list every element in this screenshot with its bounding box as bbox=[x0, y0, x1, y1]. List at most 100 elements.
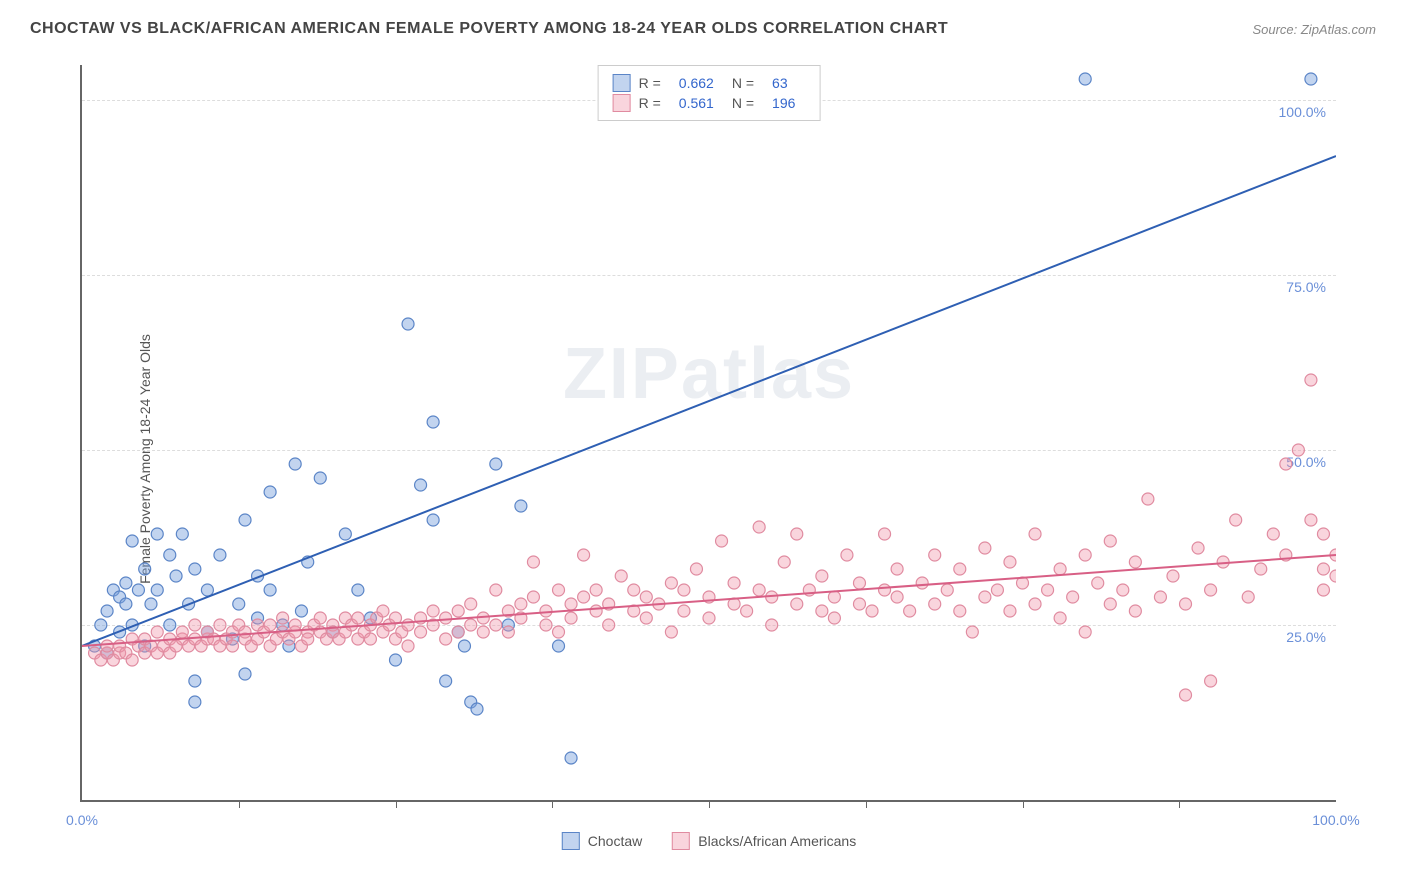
data-point bbox=[465, 598, 477, 610]
legend-item: Choctaw bbox=[562, 832, 642, 850]
data-point bbox=[1154, 591, 1166, 603]
data-point bbox=[1142, 493, 1154, 505]
data-point bbox=[377, 605, 389, 617]
data-point bbox=[132, 584, 144, 596]
data-point bbox=[791, 598, 803, 610]
data-point bbox=[289, 458, 301, 470]
data-point bbox=[891, 563, 903, 575]
data-point bbox=[778, 556, 790, 568]
data-point bbox=[1205, 675, 1217, 687]
data-point bbox=[1305, 73, 1317, 85]
data-point bbox=[277, 612, 289, 624]
data-point bbox=[1330, 570, 1336, 582]
x-tick bbox=[396, 800, 397, 808]
data-point bbox=[766, 619, 778, 631]
data-point bbox=[415, 626, 427, 638]
data-point bbox=[954, 605, 966, 617]
x-tick bbox=[1023, 800, 1024, 808]
data-point bbox=[527, 591, 539, 603]
data-point bbox=[1255, 563, 1267, 575]
data-point bbox=[590, 605, 602, 617]
data-point bbox=[879, 528, 891, 540]
data-point bbox=[1317, 563, 1329, 575]
data-point bbox=[904, 605, 916, 617]
legend-n-value: 196 bbox=[762, 95, 805, 111]
header: CHOCTAW VS BLACK/AFRICAN AMERICAN FEMALE… bbox=[30, 20, 1376, 38]
data-point bbox=[471, 703, 483, 715]
data-point bbox=[1104, 535, 1116, 547]
data-point bbox=[816, 570, 828, 582]
data-point bbox=[1054, 612, 1066, 624]
data-point bbox=[214, 619, 226, 631]
data-point bbox=[828, 612, 840, 624]
data-point bbox=[1205, 584, 1217, 596]
data-point bbox=[1117, 584, 1129, 596]
legend-r-value: 0.662 bbox=[669, 75, 724, 91]
data-point bbox=[126, 654, 138, 666]
data-point bbox=[1129, 605, 1141, 617]
data-point bbox=[264, 619, 276, 631]
data-point bbox=[239, 626, 251, 638]
data-point bbox=[239, 514, 251, 526]
x-tick bbox=[866, 800, 867, 808]
data-point bbox=[1180, 689, 1192, 701]
data-point bbox=[440, 612, 452, 624]
data-point bbox=[151, 528, 163, 540]
data-point bbox=[1004, 605, 1016, 617]
data-point bbox=[427, 605, 439, 617]
chart-title: CHOCTAW VS BLACK/AFRICAN AMERICAN FEMALE… bbox=[30, 20, 948, 38]
data-point bbox=[1292, 444, 1304, 456]
scatter-svg bbox=[82, 65, 1336, 800]
data-point bbox=[1104, 598, 1116, 610]
data-point bbox=[415, 479, 427, 491]
data-point bbox=[916, 577, 928, 589]
data-point bbox=[716, 535, 728, 547]
legend-n-label: N = bbox=[732, 95, 754, 111]
data-point bbox=[991, 584, 1003, 596]
data-point bbox=[1317, 584, 1329, 596]
data-point bbox=[101, 605, 113, 617]
data-point bbox=[640, 612, 652, 624]
data-point bbox=[979, 542, 991, 554]
legend-swatch bbox=[562, 832, 580, 850]
data-point bbox=[214, 549, 226, 561]
data-point bbox=[1129, 556, 1141, 568]
data-point bbox=[189, 675, 201, 687]
data-point bbox=[226, 640, 238, 652]
data-point bbox=[954, 563, 966, 575]
data-point bbox=[540, 605, 552, 617]
data-point bbox=[427, 514, 439, 526]
x-tick-label: 100.0% bbox=[1312, 812, 1359, 828]
data-point bbox=[1317, 528, 1329, 540]
legend-swatch bbox=[613, 74, 631, 92]
data-point bbox=[1167, 570, 1179, 582]
data-point bbox=[515, 598, 527, 610]
data-point bbox=[866, 605, 878, 617]
data-point bbox=[1079, 626, 1091, 638]
data-point bbox=[490, 584, 502, 596]
data-point bbox=[665, 577, 677, 589]
data-point bbox=[1192, 542, 1204, 554]
x-tick-label: 0.0% bbox=[66, 812, 98, 828]
data-point bbox=[452, 626, 464, 638]
data-point bbox=[352, 584, 364, 596]
data-point bbox=[465, 619, 477, 631]
data-point bbox=[853, 598, 865, 610]
data-point bbox=[816, 605, 828, 617]
data-point bbox=[490, 458, 502, 470]
data-point bbox=[440, 633, 452, 645]
legend-row: R = 0.662 N = 63 bbox=[613, 74, 806, 92]
legend-label: Choctaw bbox=[588, 833, 642, 849]
data-point bbox=[966, 626, 978, 638]
data-point bbox=[101, 640, 113, 652]
data-point bbox=[95, 619, 107, 631]
legend-label: Blacks/African Americans bbox=[698, 833, 856, 849]
data-point bbox=[753, 521, 765, 533]
data-point bbox=[477, 626, 489, 638]
data-point bbox=[1029, 598, 1041, 610]
data-point bbox=[126, 535, 138, 547]
data-point bbox=[941, 584, 953, 596]
data-point bbox=[1267, 528, 1279, 540]
data-point bbox=[440, 675, 452, 687]
data-point bbox=[120, 577, 132, 589]
